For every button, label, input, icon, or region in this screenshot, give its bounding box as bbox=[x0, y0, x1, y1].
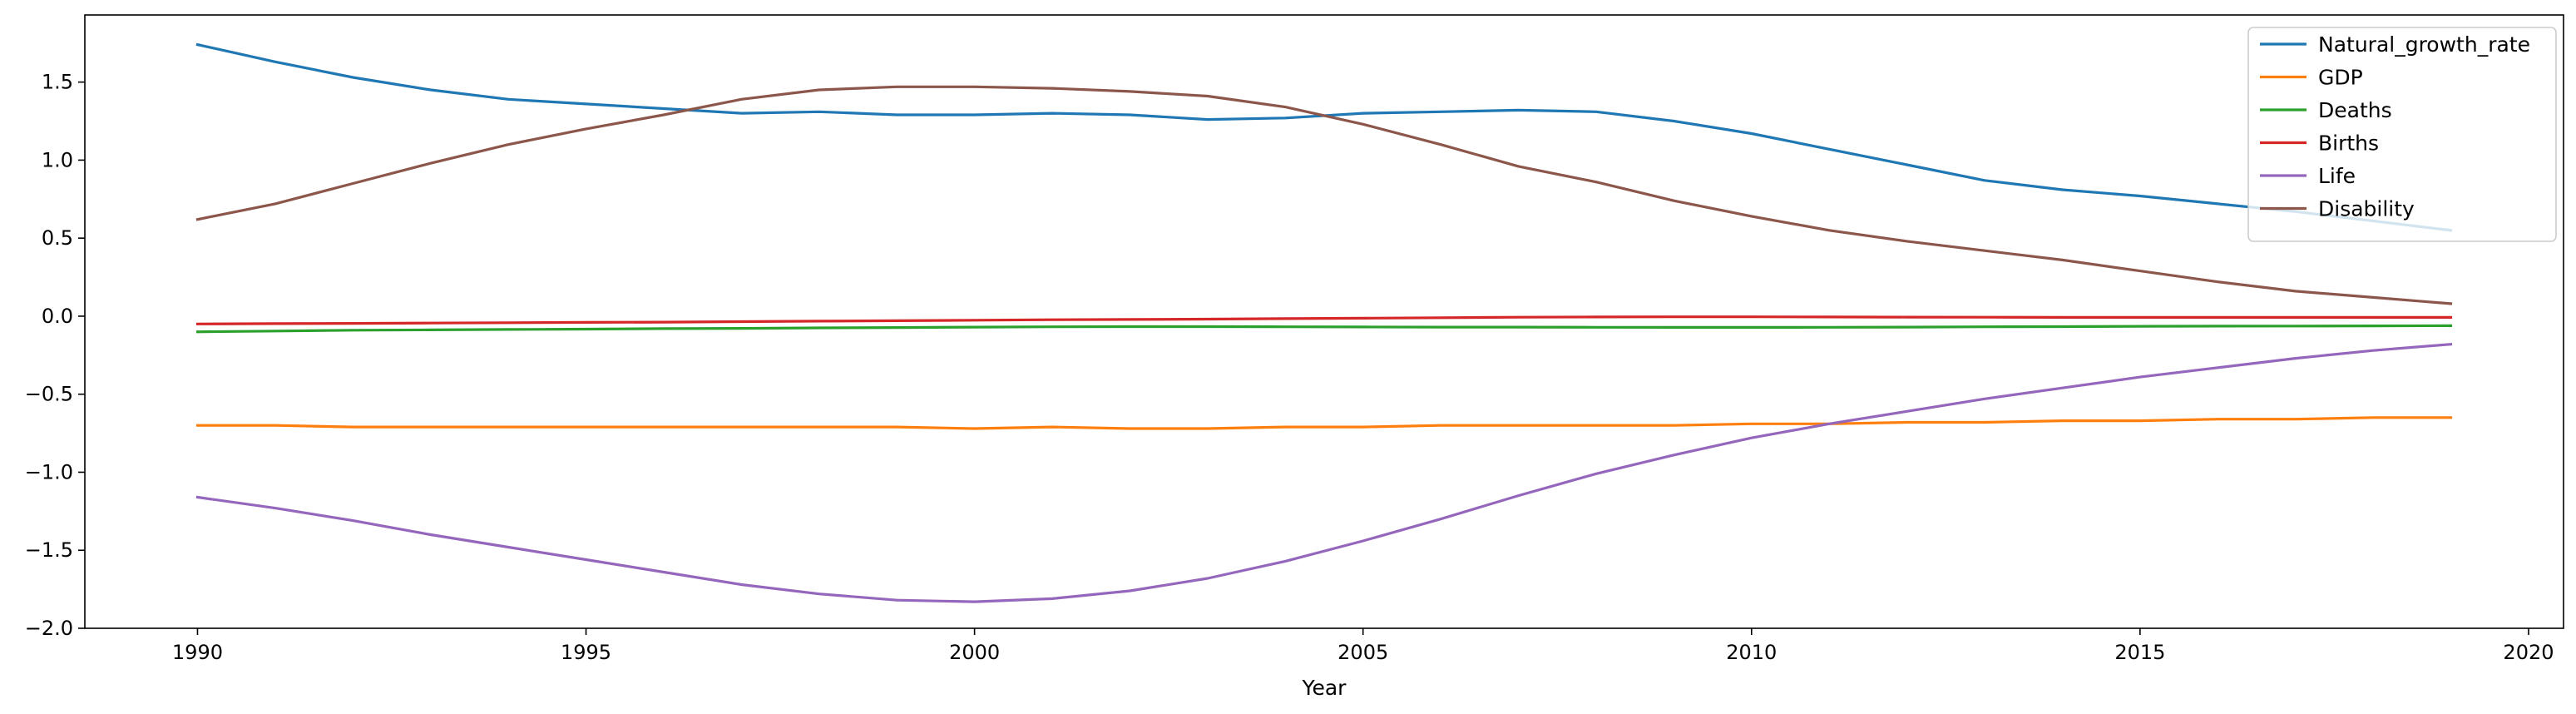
x-tick-label: 2020 bbox=[2503, 641, 2554, 664]
x-axis-label: Year bbox=[1302, 676, 1347, 700]
legend-box bbox=[2247, 27, 2557, 242]
y-tick-label: −1.0 bbox=[25, 460, 73, 483]
series-line-disability bbox=[195, 85, 2453, 305]
y-tick-label: 0.5 bbox=[42, 226, 73, 250]
legend-item: GDP bbox=[2260, 66, 2363, 90]
series-line-births bbox=[195, 315, 2453, 325]
y-tick-label: 1.0 bbox=[42, 148, 73, 171]
legend-item: Deaths bbox=[2260, 98, 2392, 122]
series-line-life bbox=[195, 342, 2453, 603]
legend-label: Life bbox=[2318, 164, 2356, 188]
series-line-gdp bbox=[195, 416, 2453, 430]
legend-label: Disability bbox=[2318, 197, 2415, 221]
legend-item: Births bbox=[2260, 131, 2379, 156]
y-axis: −2.0 −1.5 −1.0 −0.5 0.0 0.5 1.0 1.5 bbox=[25, 71, 85, 640]
y-tick-label: −2.0 bbox=[25, 617, 73, 640]
legend-item: Life bbox=[2260, 164, 2356, 188]
legend: Natural_growth_rate GDP Deaths Births Life Di… bbox=[2247, 27, 2557, 242]
legend-label: Natural_growth_rate bbox=[2318, 32, 2530, 57]
legend-label: Deaths bbox=[2318, 98, 2392, 122]
plot-frame bbox=[84, 14, 2564, 629]
y-tick-label: −1.5 bbox=[25, 538, 73, 562]
y-tick-label: −0.5 bbox=[25, 383, 73, 406]
legend-label: Births bbox=[2318, 131, 2379, 156]
x-tick-label: 1990 bbox=[172, 641, 223, 664]
legend-item: Disability bbox=[2260, 197, 2415, 221]
legend-item: Natural_growth_rate bbox=[2260, 32, 2530, 57]
y-tick-label: 1.5 bbox=[42, 71, 73, 94]
legend-label: GDP bbox=[2318, 66, 2363, 90]
x-tick-label: 2015 bbox=[2114, 641, 2165, 664]
x-tick-label: 1995 bbox=[561, 641, 611, 664]
x-tick-label: 2005 bbox=[1337, 641, 1388, 664]
x-axis: 1990 1995 2000 2005 2010 2015 2020 bbox=[172, 628, 2554, 664]
series-layer bbox=[195, 42, 2453, 603]
x-tick-label: 2000 bbox=[949, 641, 1000, 664]
y-tick-label: 0.0 bbox=[42, 305, 73, 328]
x-tick-label: 2010 bbox=[1726, 641, 1777, 664]
series-line-deaths bbox=[195, 324, 2453, 334]
